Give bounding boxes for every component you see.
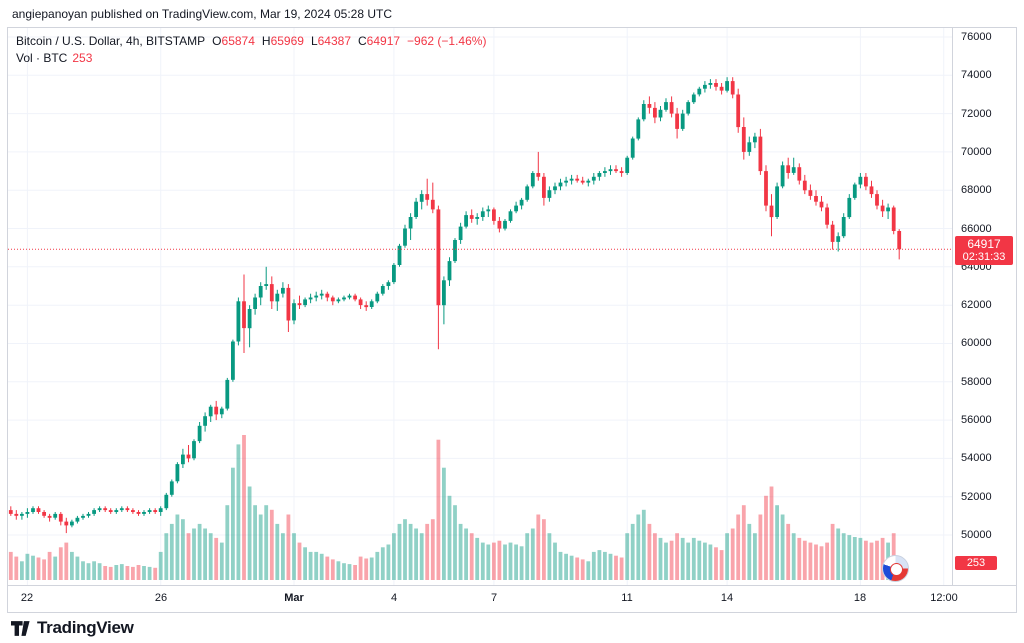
volume-legend: Vol · BTC 253 xyxy=(16,51,92,65)
symbol-legend: Bitcoin / U.S. Dollar, 4h, BITSTAMP O6587… xyxy=(16,34,486,48)
candlestick-volume-chart[interactable] xyxy=(8,28,952,585)
symbol-title[interactable]: Bitcoin / U.S. Dollar, 4h, BITSTAMP xyxy=(16,34,206,48)
time-axis-label: 7 xyxy=(490,592,498,604)
open-label: O xyxy=(212,34,222,48)
last-volume-tag: 253 xyxy=(955,556,997,570)
price-axis-label: 72000 xyxy=(961,108,992,120)
price-axis-label: 66000 xyxy=(961,223,992,235)
price-axis-label: 50000 xyxy=(961,529,992,541)
price-axis-label: 60000 xyxy=(961,337,992,349)
volume-title[interactable]: Vol · BTC xyxy=(16,51,68,65)
tradingview-logo-icon xyxy=(11,620,30,636)
price-axis-label: 56000 xyxy=(961,414,992,426)
volume-value: 253 xyxy=(72,51,93,65)
brand-name: TradingView xyxy=(37,618,134,637)
price-axis-label: 54000 xyxy=(961,452,992,464)
price-axis-label: 52000 xyxy=(961,491,992,503)
chart-frame: Bitcoin / U.S. Dollar, 4h, BITSTAMP O6587… xyxy=(7,27,1017,613)
time-axis-label: 11 xyxy=(621,592,633,604)
open-value: 65874 xyxy=(221,34,255,48)
price-axis-label: 76000 xyxy=(961,31,992,43)
price-axis[interactable]: 64917 02:31:33 253 76000 74000 72000 70000 6… xyxy=(952,28,1016,585)
publish-header: angiepanoyan published on TradingView.co… xyxy=(12,7,393,21)
close-value: 64917 xyxy=(366,34,401,48)
time-axis-label: 22 xyxy=(20,592,34,604)
tradingview-footer[interactable]: TradingView xyxy=(11,618,134,638)
price-axis-label: 68000 xyxy=(961,184,992,196)
time-axis-label: 12:00 xyxy=(930,592,958,604)
time-axis-label: 14 xyxy=(720,592,734,604)
last-price-tag: 64917 02:31:33 xyxy=(955,236,1013,265)
high-label: H xyxy=(261,34,271,48)
price-axis-label: 58000 xyxy=(961,376,992,388)
time-axis-label: 4 xyxy=(390,592,398,604)
change-value: −962 (−1.46%) xyxy=(407,34,487,48)
time-axis-label: 18 xyxy=(853,592,867,604)
close-label: C xyxy=(358,34,367,48)
publisher-avatar-icon[interactable] xyxy=(882,555,909,582)
price-axis-label: 62000 xyxy=(961,299,992,311)
last-price-value: 64917 xyxy=(967,237,1001,251)
time-axis-label: 26 xyxy=(154,592,168,604)
time-axis[interactable]: 22 26 Mar 4 7 11 14 18 12:00 xyxy=(8,585,1016,612)
price-axis-label: 74000 xyxy=(961,69,992,81)
low-label: L xyxy=(310,34,318,48)
price-axis-label: 70000 xyxy=(961,146,992,158)
time-axis-label: Mar xyxy=(284,592,304,604)
high-value: 65969 xyxy=(270,34,304,48)
low-value: 64387 xyxy=(317,34,351,48)
chart-pane[interactable] xyxy=(8,28,952,585)
bar-countdown: 02:31:33 xyxy=(962,251,1006,263)
